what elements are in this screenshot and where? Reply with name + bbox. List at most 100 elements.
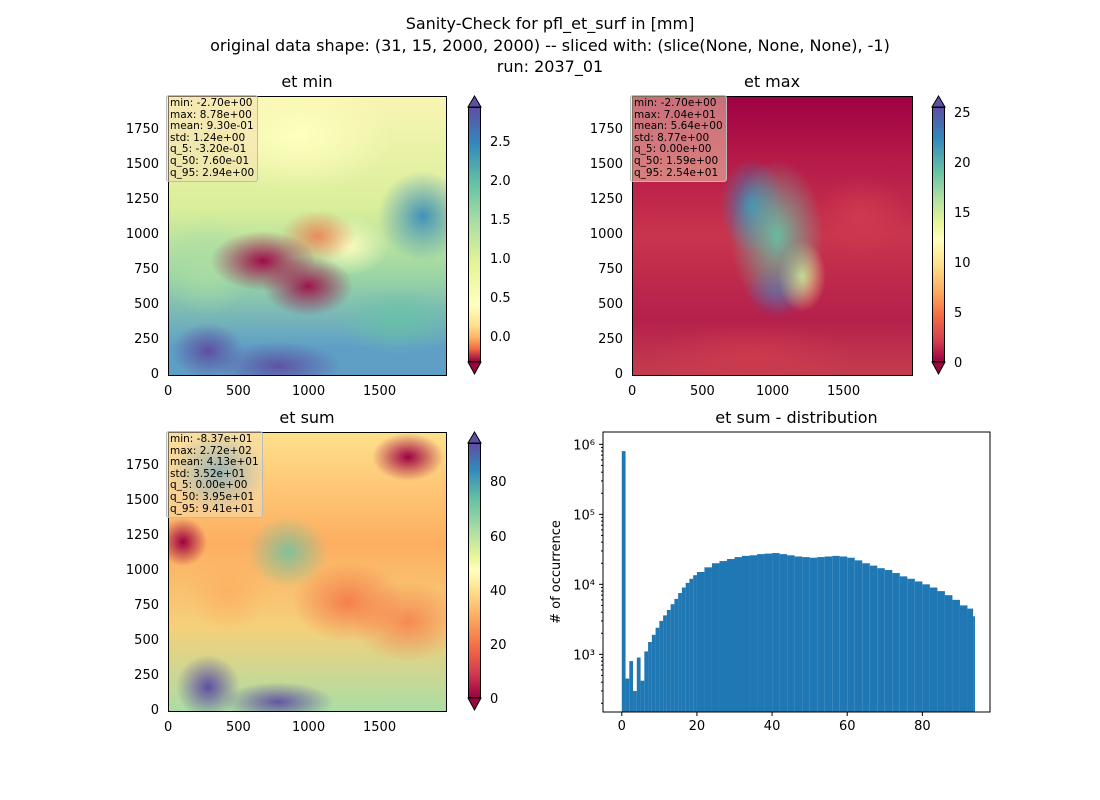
- x-tick: 1500: [827, 384, 861, 399]
- histogram-bar: [824, 556, 833, 712]
- y-tick: 0: [150, 367, 159, 382]
- y-tick: 1000: [125, 563, 159, 578]
- stat-max: max: 8.78e+00: [170, 108, 252, 121]
- histogram-bar: [907, 578, 915, 712]
- histogram-bar: [678, 593, 682, 712]
- y-tick: 500: [134, 297, 159, 312]
- stat-min: min: -2.70e+00: [634, 97, 717, 109]
- stat-q5: q_5: 0.00e+00: [170, 479, 248, 492]
- colorbar-extend-min: [931, 361, 946, 376]
- x-tick-label: 20: [689, 719, 706, 734]
- histogram-bar: [625, 678, 630, 712]
- stat-mean: mean: 4.13e+01: [170, 456, 259, 469]
- y-tick: 1750: [589, 122, 623, 137]
- x-tick: 1000: [756, 384, 790, 399]
- colorbar-tick: 60: [490, 530, 507, 545]
- colorbar-tick: 10: [954, 256, 971, 271]
- histogram-bar: [719, 561, 727, 712]
- y-tick: 500: [598, 297, 623, 312]
- histogram-bar: [869, 565, 878, 712]
- x-tick: 1000: [292, 720, 326, 735]
- histogram-bar: [726, 559, 735, 712]
- histogram-bar: [862, 563, 870, 712]
- histogram-bar: [636, 657, 641, 712]
- y-tick-label: 10⁴: [573, 578, 595, 593]
- stat-q50: q_50: 7.60e-01: [170, 154, 250, 167]
- figure-title-line-1: Sanity-Check for pfl_et_surf in [mm]: [405, 14, 695, 33]
- x-tick-label: 40: [764, 719, 781, 734]
- stat-q50: q_50: 3.95e+01: [170, 490, 255, 503]
- stat-min: min: -2.70e+00: [170, 97, 253, 109]
- histogram-bar: [809, 557, 818, 712]
- y-tick: 1500: [125, 157, 159, 172]
- colorbar-tick: 1.5: [490, 213, 511, 228]
- histogram-bar: [787, 555, 795, 712]
- histogram-bar: [621, 451, 626, 712]
- x-tick-label: 80: [914, 719, 931, 734]
- histogram-bar: [666, 609, 671, 712]
- y-tick: 1750: [125, 458, 159, 473]
- stat-q95: q_95: 2.94e+00: [170, 166, 255, 179]
- histogram-bar: [670, 604, 675, 712]
- colorbar-tick: 2.5: [490, 135, 511, 150]
- x-tick: 1000: [292, 384, 326, 399]
- figure-title-line-3: run: 2037_01: [496, 57, 604, 76]
- x-tick: 1500: [363, 384, 397, 399]
- histogram-bar: [651, 634, 656, 712]
- colorbar-tick: 5: [954, 306, 963, 321]
- stat-mean: mean: 9.30e-01: [170, 120, 254, 133]
- y-tick: 750: [598, 262, 623, 277]
- stat-std: std: 8.77e+00: [634, 131, 710, 144]
- y-tick: 750: [134, 262, 159, 277]
- y-tick: 0: [150, 703, 159, 718]
- histogram-bar: [914, 581, 923, 712]
- colorbar-extend-max: [467, 431, 482, 444]
- colorbar-tick: 20: [490, 638, 507, 653]
- histogram-bar: [802, 557, 810, 712]
- histogram-bar: [764, 553, 773, 712]
- y-tick: 750: [134, 598, 159, 613]
- histogram-bar: [922, 584, 930, 712]
- histogram-bar: [693, 575, 697, 712]
- histogram-bar: [884, 570, 893, 712]
- x-tick: 0: [164, 720, 173, 735]
- stat-min: min: -8.37e+01: [170, 433, 253, 445]
- panel-title: et sum: [279, 408, 335, 427]
- y-tick: 1000: [589, 227, 623, 242]
- histogram-bar: [973, 616, 975, 712]
- panel-title: et min: [281, 72, 333, 91]
- y-tick-label: 10⁵: [573, 508, 595, 523]
- colorbar-extend-min: [467, 361, 482, 376]
- histogram-bar: [633, 690, 637, 712]
- y-tick: 250: [134, 668, 159, 683]
- histogram-bar: [952, 599, 960, 712]
- colorbar-tick: 0.5: [490, 291, 511, 306]
- histogram-bar: [696, 572, 705, 712]
- stat-q50: q_50: 1.59e+00: [634, 154, 719, 167]
- histogram-bar: [629, 661, 634, 712]
- y-tick: 1750: [125, 122, 159, 137]
- histogram-bar: [877, 568, 885, 712]
- map-frame: [632, 96, 913, 376]
- histogram-bar: [817, 557, 825, 712]
- x-tick-label: 0: [618, 719, 626, 734]
- map-frame: [168, 432, 447, 712]
- stats-box: min: -8.37e+01 max: 2.72e+02 mean: 4.13e…: [166, 431, 263, 519]
- stat-max: max: 2.72e+02: [170, 444, 252, 457]
- colorbar-extend-min: [467, 697, 482, 712]
- histogram-bar: [772, 553, 780, 712]
- colorbar-tick: 20: [954, 156, 971, 171]
- histogram-bar: [899, 576, 908, 712]
- histogram-bar: [663, 615, 667, 712]
- stat-std: std: 1.24e+00: [170, 131, 246, 144]
- panel-title: et sum - distribution: [715, 408, 878, 427]
- y-tick: 1250: [125, 192, 159, 207]
- histogram-bar: [674, 598, 679, 712]
- stats-box: min: -2.70e+00 max: 7.04e+01 mean: 5.64e…: [630, 95, 727, 183]
- colorbar-tick: 2.0: [490, 174, 511, 189]
- panel-title: et max: [743, 72, 801, 91]
- y-tick: 1000: [125, 227, 159, 242]
- colorbar-tick: 15: [954, 206, 971, 221]
- x-tick: 500: [226, 720, 251, 735]
